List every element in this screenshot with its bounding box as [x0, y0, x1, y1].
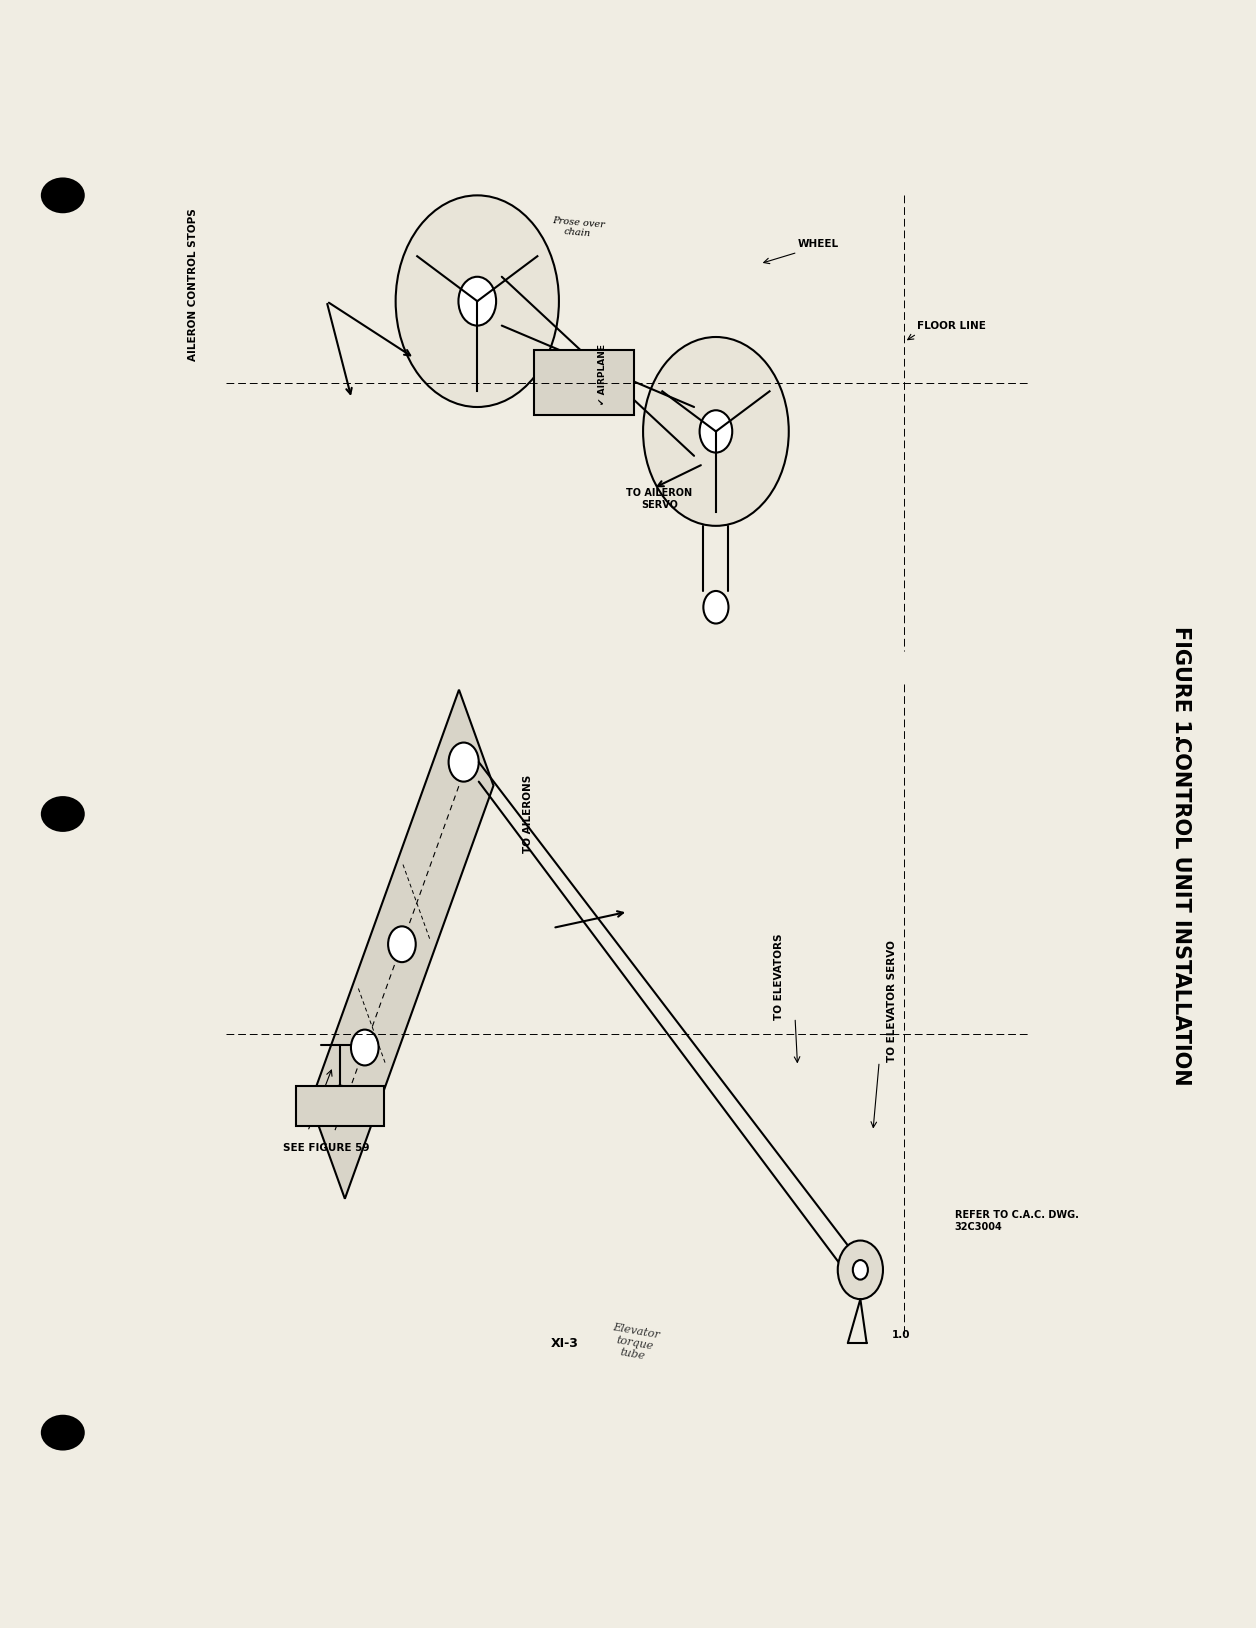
Ellipse shape: [40, 1415, 84, 1451]
Text: CONTROL UNIT INSTALLATION: CONTROL UNIT INSTALLATION: [1171, 737, 1191, 1086]
Text: XI-3: XI-3: [551, 1337, 579, 1350]
Text: Prose over
chain: Prose over chain: [550, 217, 605, 239]
Polygon shape: [310, 690, 494, 1198]
Text: WHEEL: WHEEL: [798, 239, 839, 249]
Circle shape: [350, 1029, 378, 1065]
Ellipse shape: [40, 796, 84, 832]
Text: SEE FIGURE 59: SEE FIGURE 59: [283, 1143, 369, 1153]
Text: TO AILERONS: TO AILERONS: [522, 775, 533, 853]
Circle shape: [328, 1086, 353, 1118]
Circle shape: [396, 195, 559, 407]
Text: 1.0: 1.0: [892, 1330, 911, 1340]
Text: TO AILERON
SERVO: TO AILERON SERVO: [627, 488, 692, 510]
Text: ✔ AIRPLANE: ✔ AIRPLANE: [598, 344, 608, 405]
Circle shape: [388, 926, 416, 962]
Bar: [534, 350, 634, 415]
Text: FIGURE 1.: FIGURE 1.: [1171, 625, 1191, 742]
Text: FLOOR LINE: FLOOR LINE: [917, 321, 986, 330]
Circle shape: [643, 337, 789, 526]
Circle shape: [853, 1260, 868, 1280]
Text: TO ELEVATORS: TO ELEVATORS: [774, 933, 784, 1021]
Circle shape: [458, 277, 496, 326]
Ellipse shape: [40, 177, 84, 213]
Bar: [296, 1086, 384, 1127]
Text: REFER TO C.A.C. DWG.
32C3004: REFER TO C.A.C. DWG. 32C3004: [955, 1210, 1079, 1232]
Circle shape: [700, 410, 732, 453]
Circle shape: [448, 742, 479, 781]
Text: Elevator
torque
tube: Elevator torque tube: [608, 1322, 661, 1364]
Text: AILERON CONTROL STOPS: AILERON CONTROL STOPS: [188, 208, 198, 361]
Circle shape: [703, 591, 728, 624]
Circle shape: [838, 1241, 883, 1299]
Text: TO ELEVATOR SERVO: TO ELEVATOR SERVO: [887, 941, 897, 1061]
